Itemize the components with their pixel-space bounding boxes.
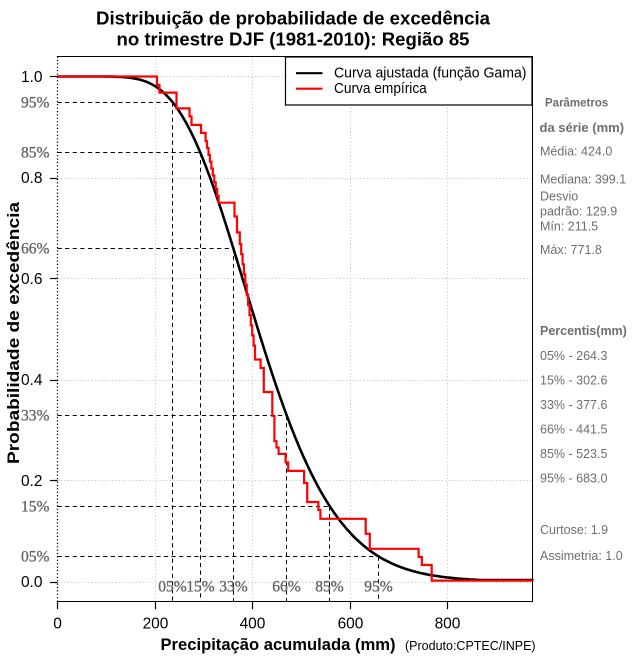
svg-text:(Produto:CPTEC/INPE): (Produto:CPTEC/INPE) (405, 639, 536, 653)
svg-text:05% - 264.3: 05% - 264.3 (540, 349, 607, 363)
svg-text:05%: 05% (21, 549, 50, 566)
svg-text:95%: 95% (21, 95, 50, 112)
svg-text:0.8: 0.8 (21, 170, 43, 187)
svg-text:85% - 523.5: 85% - 523.5 (540, 447, 607, 461)
svg-text:0: 0 (53, 616, 62, 633)
svg-text:15% - 302.6: 15% - 302.6 (540, 374, 607, 388)
svg-text:Precipitação acumulada (mm): Precipitação acumulada (mm) (161, 636, 396, 654)
svg-text:Percentis(mm): Percentis(mm) (540, 324, 627, 338)
svg-text:15%: 15% (186, 579, 215, 596)
svg-text:0.4: 0.4 (21, 372, 43, 389)
svg-text:15%: 15% (21, 499, 50, 516)
svg-text:Probabilidade de excedência: Probabilidade de excedência (4, 201, 23, 464)
svg-text:95% - 683.0: 95% - 683.0 (540, 472, 607, 486)
svg-text:66%: 66% (21, 241, 50, 258)
svg-text:33% - 377.6: 33% - 377.6 (540, 398, 607, 412)
svg-text:Distribuição de probabilidade: Distribuição de probabilidade de excedên… (96, 9, 491, 29)
svg-text:Assimetria: 1.0: Assimetria: 1.0 (540, 549, 623, 563)
svg-text:33%: 33% (21, 408, 50, 425)
svg-text:Máx: 771.8: Máx: 771.8 (540, 243, 602, 257)
svg-text:66% - 441.5: 66% - 441.5 (540, 423, 607, 437)
svg-text:1.0: 1.0 (21, 69, 43, 86)
svg-text:Mediana: 399.1: Mediana: 399.1 (540, 172, 626, 186)
svg-text:600: 600 (338, 616, 364, 633)
svg-text:800: 800 (435, 616, 461, 633)
svg-text:Média: 424.0: Média: 424.0 (540, 145, 612, 159)
svg-text:85%: 85% (315, 579, 344, 596)
svg-text:Curtose: 1.9: Curtose: 1.9 (540, 523, 608, 537)
svg-text:Curva empírica: Curva empírica (334, 80, 427, 97)
svg-text:400: 400 (240, 616, 266, 633)
svg-text:0.6: 0.6 (21, 271, 43, 288)
svg-text:0.2: 0.2 (21, 473, 43, 490)
svg-text:95%: 95% (364, 579, 393, 596)
svg-text:05%: 05% (158, 579, 187, 596)
svg-text:33%: 33% (219, 579, 248, 596)
svg-text:0.0: 0.0 (21, 574, 43, 591)
svg-text:Desvio: Desvio (540, 190, 578, 204)
svg-text:85%: 85% (21, 145, 50, 162)
svg-text:Curva ajustada (função Gama): Curva ajustada (função Gama) (334, 65, 527, 82)
svg-text:200: 200 (143, 616, 169, 633)
svg-text:Mín: 211.5: Mín: 211.5 (540, 220, 598, 234)
svg-text:no trimestre DJF (1981-2010):: no trimestre DJF (1981-2010): Região 85 (117, 30, 470, 50)
svg-text:66%: 66% (272, 579, 301, 596)
svg-text:Parâmetros: Parâmetros (545, 98, 608, 110)
svg-text:da série (mm): da série (mm) (540, 120, 625, 135)
svg-text:padrão: 129.9: padrão: 129.9 (540, 205, 617, 219)
